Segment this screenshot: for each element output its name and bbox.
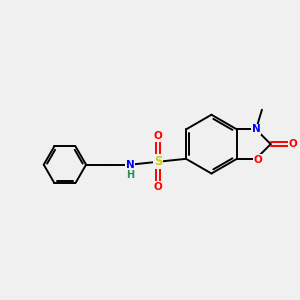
Text: H: H xyxy=(126,170,134,180)
Text: N: N xyxy=(252,124,260,134)
Text: N: N xyxy=(126,160,134,170)
Text: O: O xyxy=(154,131,163,141)
Text: S: S xyxy=(154,155,162,168)
Text: O: O xyxy=(154,182,163,192)
Text: O: O xyxy=(288,139,297,149)
Text: O: O xyxy=(254,155,263,165)
